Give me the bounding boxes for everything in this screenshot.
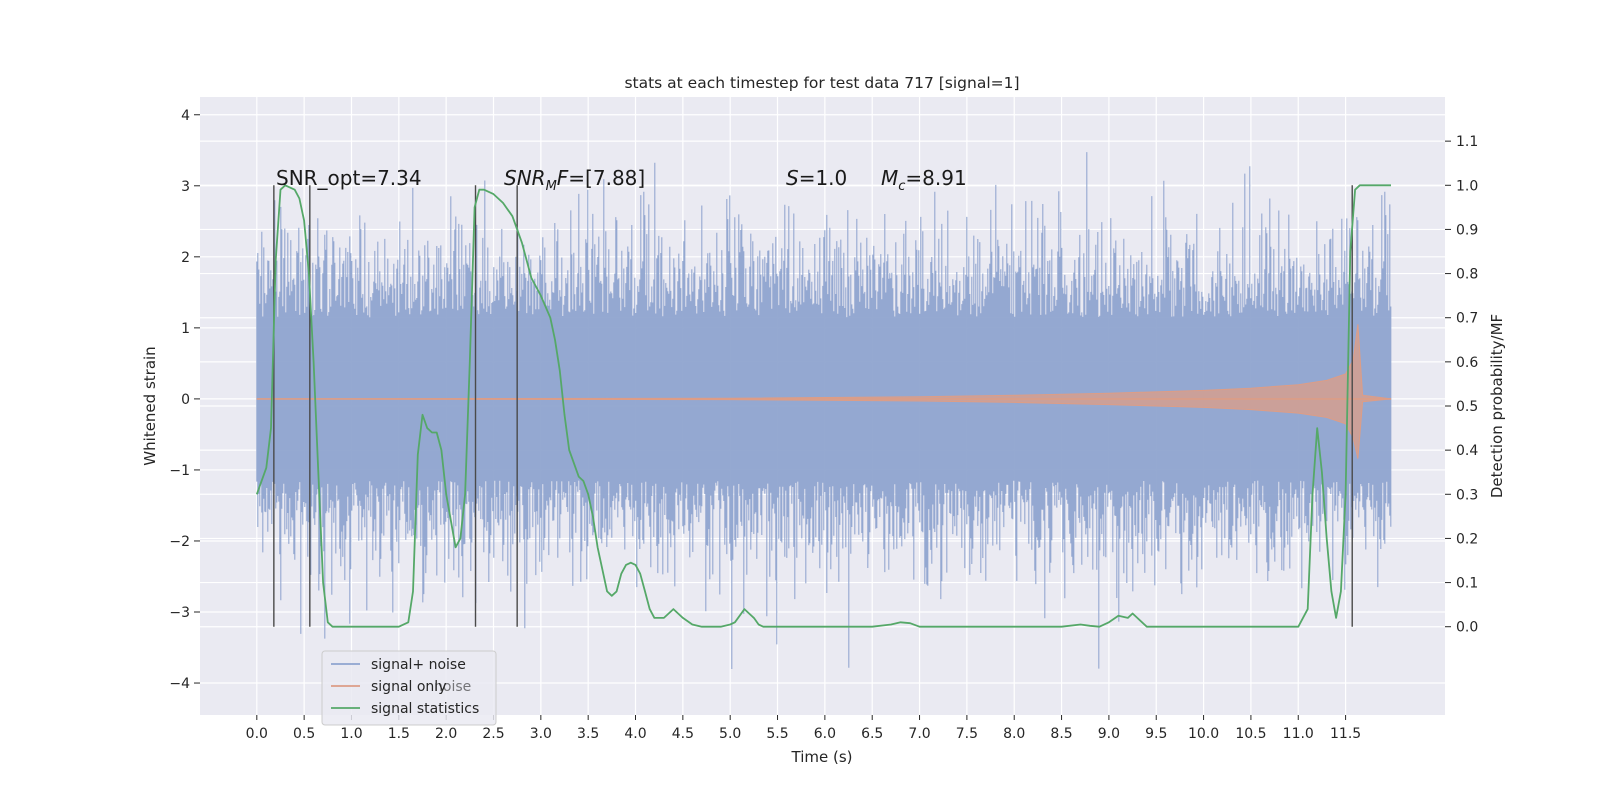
legend-label-signal-noise: signal+ noise [371,657,466,673]
x-tick-label: 6.5 [861,726,883,742]
y2-tick-label: 0.7 [1456,311,1478,327]
y2-tick-label: 0.2 [1456,531,1478,547]
y2-tick-label: 1.0 [1456,178,1478,194]
x-tick-label: 0.5 [293,726,315,742]
x-tick-label: 5.5 [766,726,788,742]
y-tick-label: 0 [181,392,190,408]
legend: noise signal+ noise signal only signal s… [321,650,497,726]
signal-statistics-series [255,184,1391,628]
y-tick-label: −4 [169,676,190,692]
x-axis-ticks: 0.0 0.5 1.0 1.5 2.0 2.5 3.0 3.5 4.0 4.5 5.0 5.5 6.0 6… [246,715,1361,742]
y2-tick-label: 1.1 [1456,134,1478,150]
y-tick-label: −3 [169,605,190,621]
y-tick-label: 1 [181,321,190,337]
y2-tick-label: 0.1 [1456,576,1478,592]
y2-tick-label: 0.6 [1456,355,1478,371]
x-tick-label: 2.5 [482,726,504,742]
annotation-snr-opt: SNR_opt=7.34 [276,166,422,190]
annotation-snr-mf: SNRMF=[7.88] [504,166,645,194]
y-axis-ticks: −4 −3 −2 −1 0 1 2 3 4 [169,108,200,692]
x-tick-label: 3.5 [577,726,599,742]
signal-statistics-line [255,184,1391,628]
y2-tick-label: 0.0 [1456,620,1478,636]
y-tick-label: 2 [181,250,190,266]
x-tick-label: 5.0 [719,726,741,742]
x-tick-label: 11.5 [1330,726,1361,742]
y2-tick-label: 0.4 [1456,443,1478,459]
vertical-markers [273,185,1353,627]
x-tick-label: 6.0 [814,726,836,742]
y-tick-label: −2 [169,534,190,550]
x-tick-label: 11.0 [1283,726,1314,742]
x-tick-label: 10.5 [1235,726,1266,742]
x-tick-label: 3.0 [530,726,552,742]
x-tick-label: 4.0 [624,726,646,742]
chart-title: stats at each timestep for test data 717… [624,74,1019,92]
x-tick-label: 7.0 [908,726,930,742]
y-axis-label: Whitened strain [141,346,159,465]
x-tick-label: 1.5 [388,726,410,742]
x-tick-label: 9.0 [1098,726,1120,742]
x-axis-label: Time (s) [791,748,853,766]
x-tick-label: 4.5 [672,726,694,742]
legend-label-signal-statistics: signal statistics [371,701,479,717]
signal-only-series [256,324,1392,459]
y2-axis-label: Detection probability/MF [1488,314,1506,498]
x-tick-label: 1.0 [340,726,362,742]
y2-axis-ticks: 0.0 0.1 0.2 0.3 0.4 0.5 0.6 0.7 0.8 0.9 1.0 1.1 [1445,134,1478,636]
x-tick-label: 0.0 [246,726,268,742]
x-tick-label: 7.5 [956,726,978,742]
x-tick-label: 2.0 [435,726,457,742]
y-tick-label: −1 [169,463,190,479]
annotation-s: S=1.0 [786,166,847,190]
y-tick-label: 4 [181,108,190,124]
legend-label-signal-only: signal only [371,679,446,695]
x-tick-label: 8.5 [1050,726,1072,742]
x-tick-label: 8.0 [1003,726,1025,742]
legend-ghost-text: noise [434,679,471,695]
y2-tick-label: 0.9 [1456,222,1478,238]
y2-tick-label: 0.8 [1456,267,1478,283]
y2-tick-label: 0.3 [1456,487,1478,503]
y2-tick-label: 0.5 [1456,399,1478,415]
x-tick-label: 10.0 [1188,726,1219,742]
legend-box [321,650,497,726]
x-tick-label: 9.5 [1145,726,1167,742]
y-tick-label: 3 [181,179,190,195]
annotation-mc: Mc=8.91 [881,166,967,194]
